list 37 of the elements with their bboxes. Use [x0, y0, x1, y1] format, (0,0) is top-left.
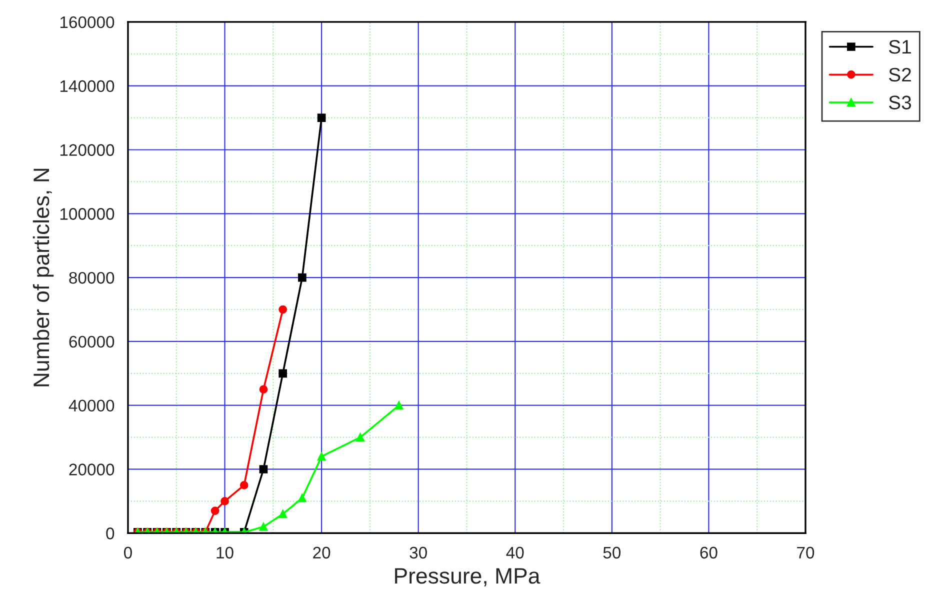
point — [259, 385, 268, 394]
y-tick-label: 160000 — [60, 16, 114, 28]
x-tick-label: 50 — [603, 546, 621, 559]
point — [259, 465, 268, 474]
point — [278, 369, 288, 378]
y-tick-label: 120000 — [60, 144, 114, 156]
y-tick-label: 80000 — [69, 272, 114, 284]
point — [298, 273, 306, 282]
point — [278, 510, 288, 518]
y-tick-label: 20000 — [69, 464, 114, 476]
y-tick-label: 60000 — [69, 336, 114, 348]
point — [317, 114, 326, 122]
y-tick-label: 100000 — [60, 208, 114, 220]
x-tick-label: 60 — [700, 546, 718, 559]
y-tick-label: 40000 — [68, 400, 114, 412]
legend-label: S3 — [888, 96, 912, 110]
point — [240, 481, 248, 490]
x-tick-label: 70 — [797, 546, 814, 559]
point — [210, 506, 220, 515]
x-axis-title: Pressure, MPa — [395, 568, 540, 586]
x-tick-label: 20 — [313, 546, 330, 559]
point — [278, 305, 288, 314]
x-tick-label: 30 — [410, 546, 427, 559]
legend-label: S2 — [888, 68, 911, 82]
point — [298, 494, 306, 502]
x-tick-label: 0 — [124, 546, 132, 559]
point — [259, 522, 268, 531]
y-tick-label: 140000 — [60, 80, 114, 92]
point — [220, 497, 229, 506]
point — [317, 452, 326, 461]
x-tick-label: 40 — [506, 546, 524, 559]
point — [356, 433, 364, 442]
x-tick-label: 10 — [216, 546, 234, 559]
y-tick-label: 0 — [106, 528, 114, 540]
legend-label: S1 — [888, 40, 911, 54]
y-axis-title: Number of particles, N — [32, 168, 54, 386]
point — [394, 401, 404, 410]
